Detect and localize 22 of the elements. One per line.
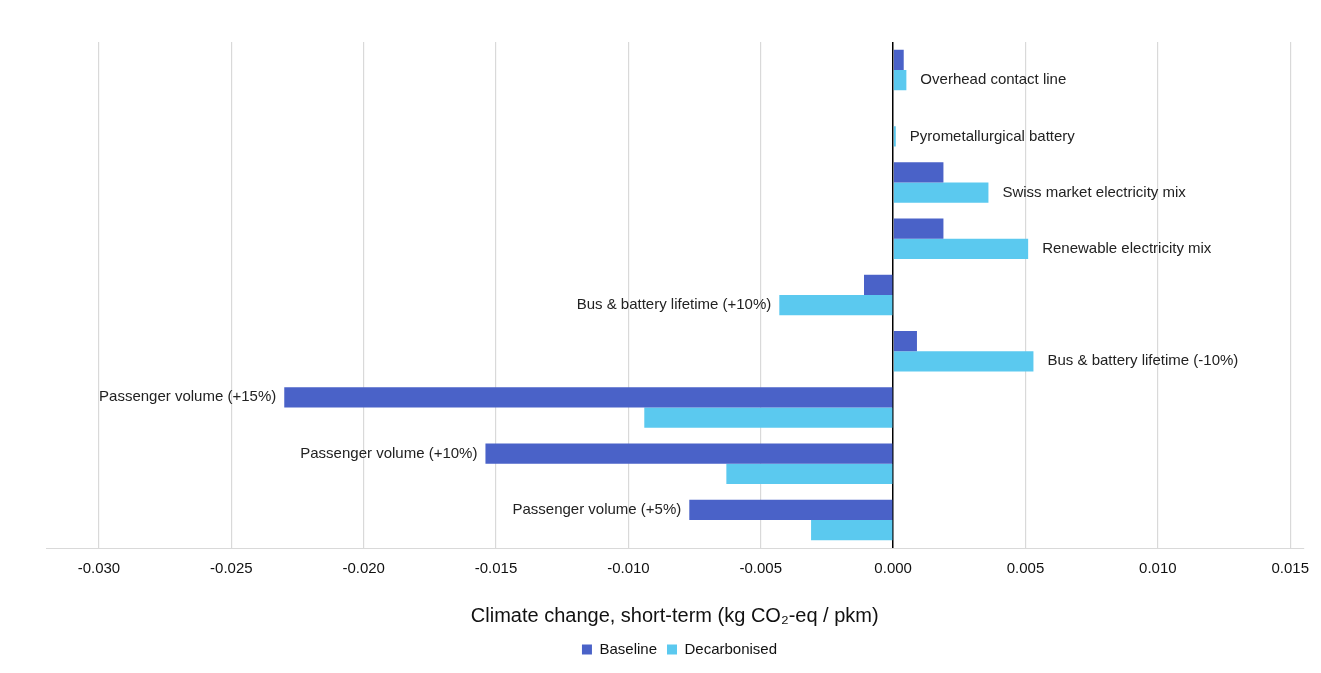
x-tick-label: -0.025 (210, 559, 253, 577)
y-tick-label: Overhead contact line (920, 70, 1067, 88)
x-tick-label: -0.005 (739, 559, 783, 577)
x-axis-title: Climate change, short-term (kg CO₂-eq / pkm) (470, 603, 879, 626)
y-tick-label: Passenger volume (+10%) (300, 443, 478, 461)
y-tick-label: Bus & battery lifetime (-10%) (1047, 351, 1239, 369)
y-tick-label: Swiss market electricity mix (1002, 182, 1187, 200)
y-tick-label: Pyrometallurgical battery (909, 126, 1076, 144)
x-tick-label: -0.020 (342, 559, 385, 577)
x-tick-label: -0.010 (607, 559, 650, 577)
x-tick-label: -0.030 (77, 559, 121, 577)
x-tick-label: 0.015 (1271, 559, 1310, 577)
y-tick-label: Passenger volume (+5%) (512, 499, 682, 517)
y-tick-label: Passenger volume (+15%) (99, 387, 277, 405)
x-tick-label: 0.010 (1139, 559, 1177, 577)
y-tick-label: Bus & battery lifetime (+10%) (576, 295, 772, 313)
legend-label: Decarbonised (684, 639, 778, 657)
x-tick-label: -0.015 (474, 559, 518, 577)
x-tick-label: 0.000 (874, 559, 912, 577)
y-tick-label: Renewable electricity mix (1042, 239, 1212, 257)
legend-label: Baseline (599, 639, 657, 657)
x-tick-label: 0.005 (1006, 559, 1045, 577)
